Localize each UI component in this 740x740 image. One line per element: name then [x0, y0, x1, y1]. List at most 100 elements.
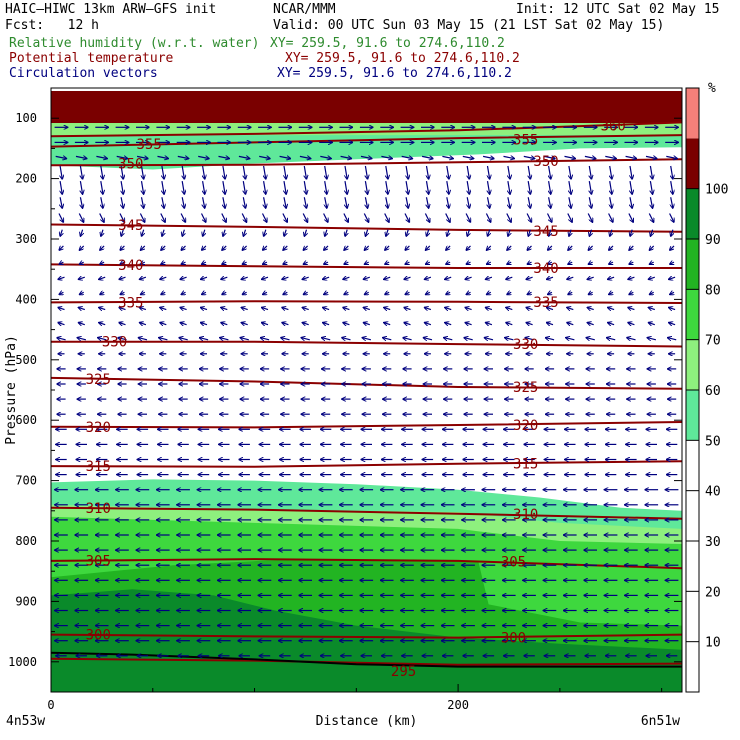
circulation-vector — [384, 277, 391, 279]
circulation-vector — [162, 181, 164, 194]
circulation-vector — [482, 156, 494, 158]
circulation-vector — [261, 323, 269, 325]
circulation-vector — [503, 156, 515, 158]
y-tick-label: 700 — [15, 474, 37, 488]
circulation-vector — [446, 292, 450, 294]
left-endpoint-label: 4n53w — [6, 714, 45, 729]
circulation-vector — [464, 338, 473, 340]
circulation-vector — [569, 229, 571, 237]
circulation-vector — [182, 165, 184, 179]
circulation-vector — [525, 338, 534, 340]
circulation-vector — [506, 213, 511, 223]
theta-contour-310 — [51, 506, 682, 520]
circulation-vector — [383, 338, 392, 340]
circulation-vector — [486, 292, 490, 294]
circulation-vector — [546, 213, 552, 223]
circulation-vector — [630, 229, 632, 237]
circulation-vector — [179, 338, 188, 340]
circulation-vector — [302, 277, 309, 279]
y-tick-label: 500 — [15, 353, 37, 367]
circulation-vector — [629, 292, 633, 294]
circulation-vector — [261, 213, 267, 223]
circulation-vector — [157, 156, 169, 158]
circulation-vector — [283, 245, 288, 250]
circulation-vector — [284, 229, 286, 237]
circulation-vector — [406, 181, 408, 194]
circulation-vector — [363, 277, 370, 279]
circulation-vector — [182, 181, 184, 194]
circulation-vector — [160, 307, 167, 309]
theta-label: 355 — [136, 137, 161, 153]
circulation-vector — [403, 338, 412, 340]
circulation-vector — [650, 165, 652, 179]
circulation-vector — [569, 165, 571, 179]
circulation-vector — [180, 307, 187, 309]
theta-label: 300 — [86, 628, 111, 644]
circulation-vector — [528, 229, 530, 237]
circulation-vector — [200, 307, 208, 309]
circulation-vector — [609, 292, 613, 294]
circulation-vector — [486, 262, 490, 264]
circulation-vector — [381, 156, 392, 158]
colorbar-band-60 — [686, 339, 699, 390]
valid-time: Valid: 00 UTC Sun 03 May 15 (21 LST Sat … — [273, 18, 665, 33]
circulation-vector — [568, 262, 572, 264]
circulation-vector — [323, 307, 330, 309]
circulation-vector — [142, 197, 144, 208]
circulation-vector — [325, 229, 327, 237]
circulation-vector — [526, 323, 533, 325]
circulation-vector — [363, 323, 370, 325]
circulation-vector — [427, 229, 429, 237]
circulation-vector — [546, 307, 554, 309]
circulation-vector — [645, 156, 657, 158]
circulation-vector — [568, 245, 573, 250]
circulation-vector — [465, 307, 472, 309]
circulation-vector — [363, 307, 370, 309]
colorbar-tick-label: 70 — [705, 334, 721, 349]
circulation-vector — [202, 245, 207, 250]
circulation-vector — [465, 277, 472, 279]
circulation-vector — [200, 213, 206, 223]
circulation-vector — [589, 165, 591, 179]
theta-contour-355 — [51, 134, 682, 148]
circulation-vector — [445, 323, 452, 325]
circulation-vector — [507, 245, 512, 250]
circulation-vector — [101, 165, 103, 179]
circulation-vector — [203, 181, 205, 194]
circulation-vector — [528, 197, 530, 208]
circulation-vector — [57, 338, 66, 340]
circulation-vector — [404, 307, 411, 309]
circulation-vector — [259, 156, 270, 158]
circulation-vector — [161, 245, 166, 250]
colorbar-band-90 — [686, 188, 699, 239]
circulation-vector — [671, 181, 673, 194]
theta-label: 340 — [533, 261, 558, 277]
colorbar-band-110 — [686, 88, 699, 139]
circulation-vector — [669, 323, 676, 325]
circulation-vector — [462, 156, 474, 158]
circulation-vector — [320, 156, 331, 158]
circulation-vector — [324, 292, 328, 294]
circulation-vector — [242, 245, 248, 250]
circulation-vector — [343, 323, 350, 325]
circulation-vector — [120, 262, 124, 264]
circulation-vector — [364, 292, 368, 294]
circulation-vector — [303, 245, 309, 250]
circulation-vector — [629, 262, 633, 264]
forecast-hour: Fcst: 12 h — [5, 18, 99, 33]
circulation-vector — [343, 213, 348, 223]
circulation-vector — [263, 262, 267, 264]
colorbar-tick-label: 80 — [705, 283, 721, 298]
circulation-vector — [139, 213, 144, 223]
theta-label: 345 — [533, 224, 558, 240]
circulation-vector — [303, 292, 307, 294]
circulation-vector — [424, 277, 432, 279]
circulation-vector — [202, 262, 206, 264]
circulation-vector — [421, 156, 433, 158]
circulation-vector — [284, 197, 286, 208]
circulation-vector — [99, 277, 106, 279]
y-tick-label: 300 — [15, 232, 37, 246]
circulation-vector — [588, 292, 592, 294]
colorbar-tick-label: 60 — [705, 384, 721, 399]
circulation-vector — [59, 262, 63, 264]
